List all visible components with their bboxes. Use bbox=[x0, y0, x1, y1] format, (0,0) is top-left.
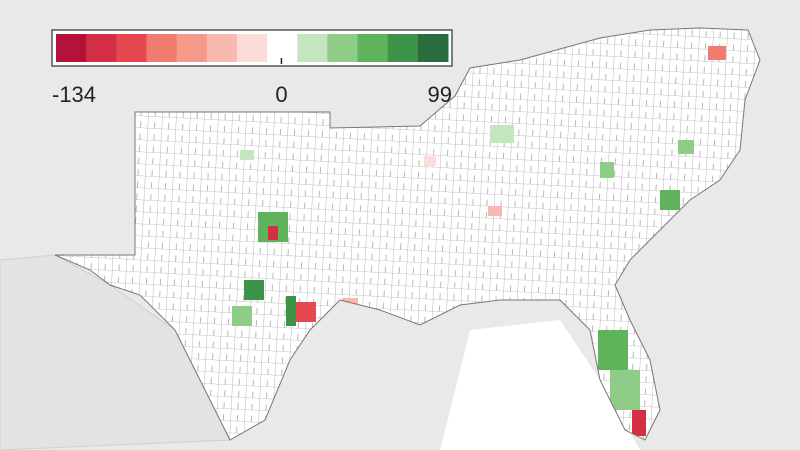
legend-swatch bbox=[327, 34, 359, 62]
legend-swatch bbox=[56, 34, 87, 62]
county bbox=[660, 190, 680, 210]
county bbox=[600, 162, 614, 178]
legend-swatch bbox=[387, 34, 419, 62]
county bbox=[240, 150, 254, 160]
legend-swatch bbox=[267, 34, 298, 62]
legend-swatch bbox=[236, 34, 268, 62]
color-legend: -134 0 99 bbox=[51, 29, 453, 107]
legend-mid-label: 0 bbox=[275, 82, 287, 107]
county bbox=[286, 296, 296, 326]
county bbox=[632, 410, 646, 436]
legend-swatch bbox=[146, 34, 178, 62]
colored-counties bbox=[232, 46, 726, 436]
county bbox=[708, 46, 726, 60]
county bbox=[678, 140, 694, 154]
county bbox=[598, 330, 628, 370]
legend-swatch bbox=[176, 34, 208, 62]
gulf bbox=[440, 320, 640, 450]
legend-swatch bbox=[206, 34, 238, 62]
county bbox=[232, 306, 252, 326]
county bbox=[490, 125, 514, 143]
legend-swatch bbox=[417, 34, 449, 62]
legend-min-label: -134 bbox=[52, 82, 96, 107]
legend-swatch bbox=[297, 34, 328, 62]
county bbox=[488, 206, 502, 216]
county bbox=[268, 226, 278, 240]
legend-swatch bbox=[86, 34, 117, 62]
legend-max-label: 99 bbox=[428, 82, 452, 107]
county bbox=[244, 280, 264, 300]
county bbox=[424, 156, 436, 166]
legend-swatches bbox=[56, 34, 449, 62]
county bbox=[610, 370, 640, 410]
county bbox=[292, 302, 316, 322]
legend-swatch bbox=[357, 34, 389, 62]
legend-swatch bbox=[116, 34, 147, 62]
